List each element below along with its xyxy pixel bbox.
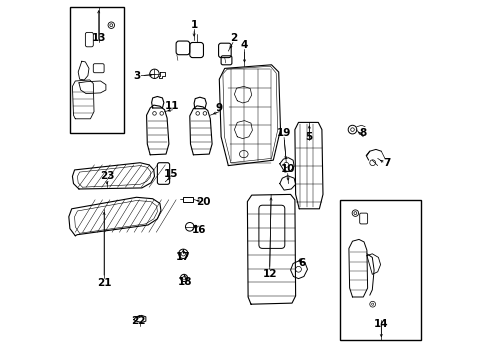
Text: 16: 16 (192, 225, 206, 235)
Text: 17: 17 (176, 252, 190, 262)
Text: 4: 4 (240, 40, 248, 50)
Text: 8: 8 (359, 128, 366, 138)
Text: 1: 1 (190, 20, 197, 30)
Text: 13: 13 (91, 33, 106, 43)
Text: 22: 22 (131, 316, 145, 326)
Text: 14: 14 (373, 319, 388, 329)
Text: 11: 11 (165, 101, 180, 111)
Text: 19: 19 (276, 128, 291, 138)
Text: 15: 15 (163, 168, 178, 179)
Text: 9: 9 (215, 103, 223, 113)
Text: 2: 2 (230, 33, 237, 43)
Bar (183, 197, 193, 202)
Text: 10: 10 (280, 164, 294, 174)
Text: 6: 6 (298, 258, 305, 268)
Text: 5: 5 (305, 132, 312, 142)
Text: 21: 21 (97, 278, 111, 288)
Text: 18: 18 (178, 276, 192, 287)
Text: 23: 23 (100, 171, 114, 181)
Text: 7: 7 (382, 158, 389, 168)
Bar (339, 200, 420, 340)
Bar (70, 7, 123, 133)
Text: 3: 3 (133, 71, 140, 81)
Text: 12: 12 (262, 269, 276, 279)
Text: 20: 20 (196, 197, 210, 207)
